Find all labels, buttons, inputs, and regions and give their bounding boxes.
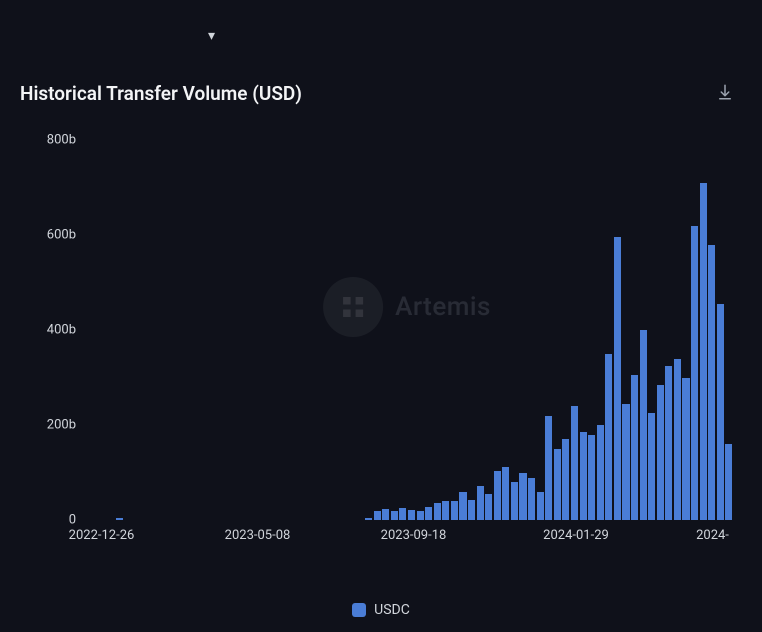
bar [425, 507, 432, 520]
y-tick: 0 [20, 513, 76, 528]
bar [468, 500, 475, 520]
bar [545, 416, 552, 521]
bar [614, 237, 621, 520]
x-tick: 2023-09-18 [381, 528, 447, 543]
x-tick: 2022-12-26 [69, 528, 135, 543]
dropdown-label [20, 28, 200, 44]
bar [674, 359, 681, 521]
chart-title: Historical Transfer Volume (USD) [20, 82, 302, 105]
bar [528, 478, 535, 520]
chevron-down-icon: ▾ [208, 28, 215, 44]
bar [691, 226, 698, 521]
bar [562, 439, 569, 520]
chart-area: 0200b400b600b800b Artemis 2022-12-262023… [20, 140, 742, 560]
legend-swatch [352, 603, 366, 617]
bar [631, 375, 638, 520]
bar [485, 494, 492, 520]
bar [648, 413, 655, 520]
bar [494, 471, 501, 520]
bar [519, 473, 526, 520]
bar [391, 511, 398, 520]
chart-header: Historical Transfer Volume (USD) [20, 82, 734, 105]
bar [442, 501, 449, 520]
bar [537, 492, 544, 521]
bar [571, 406, 578, 520]
bar [408, 510, 415, 520]
bar [116, 518, 123, 520]
x-tick: 2024-01-29 [543, 528, 609, 543]
legend: USDC [0, 602, 762, 618]
bar [417, 511, 424, 521]
bars-container [82, 140, 732, 520]
x-tick: 2024- [696, 528, 729, 543]
bar [725, 444, 732, 520]
bar [682, 378, 689, 521]
bar [451, 501, 458, 520]
bar [399, 508, 406, 520]
bar [588, 435, 595, 521]
legend-label: USDC [374, 602, 410, 618]
bar [459, 492, 466, 521]
y-tick: 400b [20, 323, 76, 338]
bar [554, 449, 561, 520]
series-dropdown[interactable]: ▾ [20, 28, 215, 44]
bar [580, 432, 587, 520]
bar [605, 354, 612, 520]
chart-panel: ▾ Historical Transfer Volume (USD) 0 200b… [0, 0, 762, 632]
plot-region: Artemis [82, 140, 732, 520]
bar [374, 511, 381, 520]
bar [700, 183, 707, 520]
y-tick: 800b [20, 133, 76, 148]
y-tick: 600b [20, 228, 76, 243]
y-tick: 200b [20, 418, 76, 433]
bar [477, 486, 484, 520]
bar [382, 509, 389, 520]
bar [597, 425, 604, 520]
bar [665, 366, 672, 520]
bar [622, 404, 629, 520]
bar [708, 245, 715, 521]
x-tick: 2023-05-08 [225, 528, 291, 543]
bar [717, 304, 724, 520]
bar [657, 385, 664, 520]
bar [502, 467, 509, 520]
bar [640, 330, 647, 520]
download-icon[interactable] [716, 83, 734, 105]
bar [511, 482, 518, 520]
bar [365, 518, 372, 520]
bar [434, 503, 441, 520]
